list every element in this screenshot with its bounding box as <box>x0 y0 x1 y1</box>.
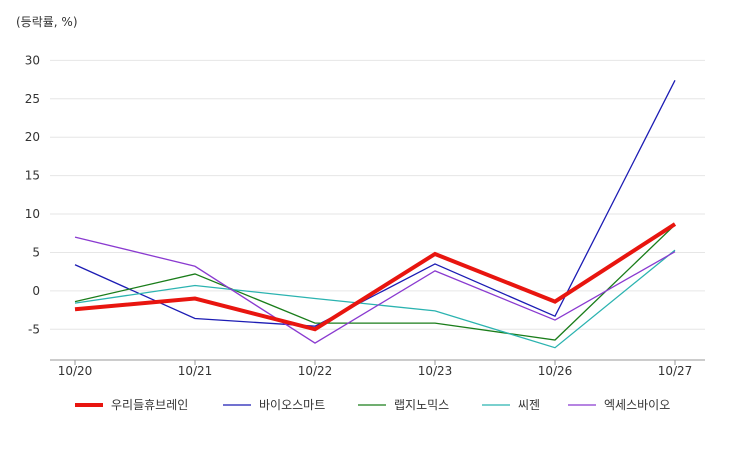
legend-label: 엑세스바이오 <box>604 398 670 412</box>
series-line-2 <box>74 224 676 341</box>
legend-label: 우리들휴브레인 <box>111 398 188 412</box>
series-line-1 <box>74 80 676 327</box>
y-tick-label: 25 <box>25 92 40 106</box>
y-axis-unit-label: (등락률, %) <box>16 15 78 29</box>
x-tick-label: 10/20 <box>58 364 93 378</box>
legend-label: 씨젠 <box>518 398 540 412</box>
y-axis-ticks: -5 0 5 10 15 20 25 30 <box>25 53 40 336</box>
x-axis: 10/20 10/21 10/22 10/23 10/26 10/27 <box>50 359 705 378</box>
series-lines <box>74 80 677 349</box>
x-tick-label: 10/22 <box>298 364 333 378</box>
x-tick-label: 10/21 <box>178 364 213 378</box>
y-tick-label: 20 <box>25 130 40 144</box>
series-line-3 <box>74 249 676 349</box>
series-line-0 <box>74 222 677 332</box>
y-tick-label: 10 <box>25 207 40 221</box>
y-tick-label: -5 <box>28 322 40 336</box>
x-tick-label: 10/26 <box>538 364 573 378</box>
y-tick-label: 15 <box>25 169 40 183</box>
legend: 우리들휴브레인 바이오스마트 랩지노믹스 씨젠 엑세스바이오 <box>75 398 670 412</box>
x-tick-label: 10/23 <box>418 364 453 378</box>
series-line-4 <box>74 236 676 344</box>
y-tick-label: 5 <box>32 245 40 259</box>
y-tick-label: 30 <box>25 53 40 67</box>
legend-label: 바이오스마트 <box>259 398 325 412</box>
y-tick-label: 0 <box>32 284 40 298</box>
legend-label: 랩지노믹스 <box>394 398 449 412</box>
x-tick-label: 10/27 <box>658 364 693 378</box>
